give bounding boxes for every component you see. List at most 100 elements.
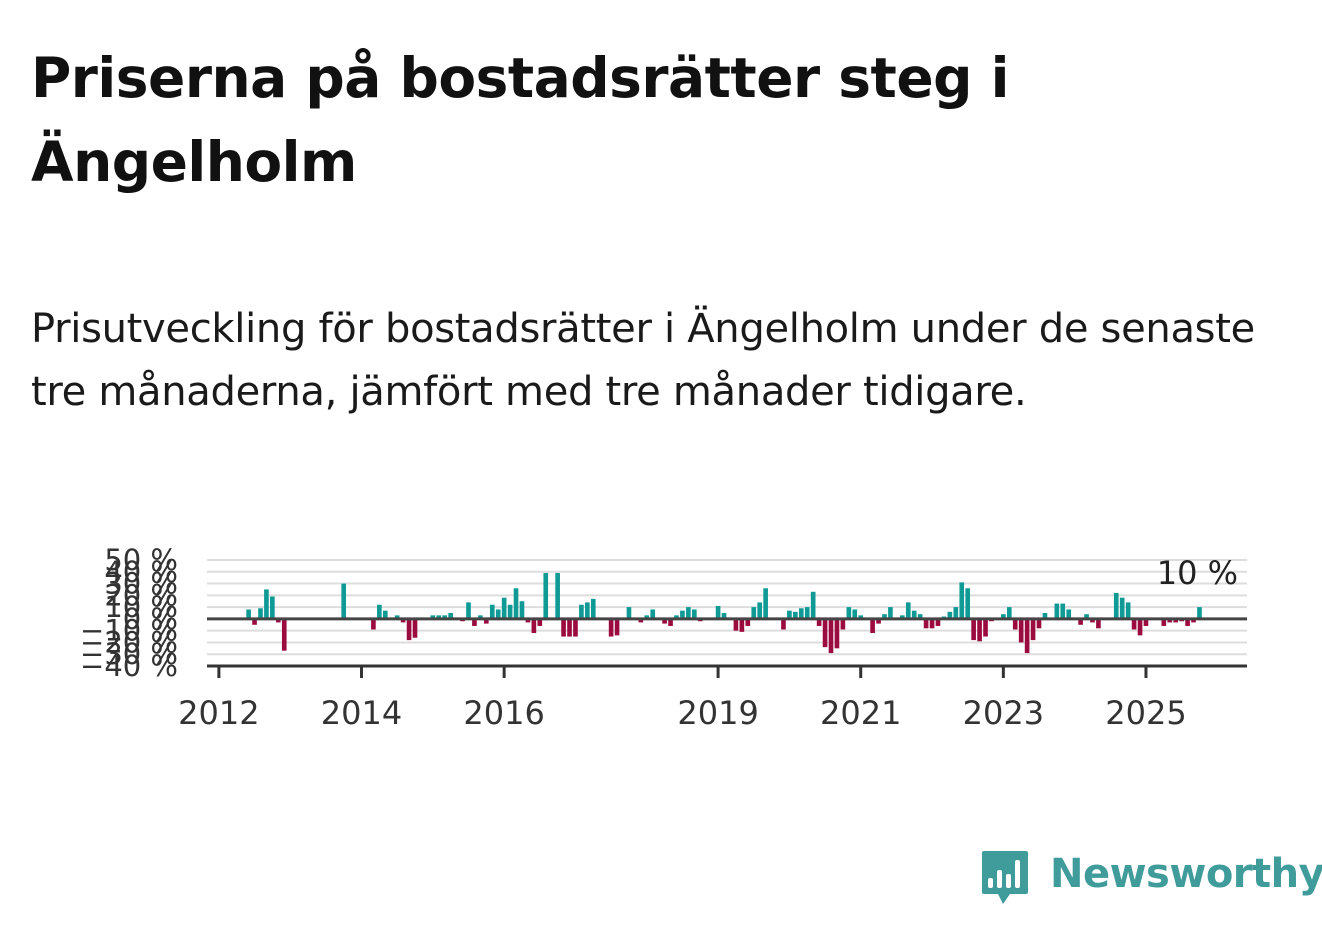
x-axis: 2012 2014 2016 2019 2021 2023 2025: [178, 664, 1247, 730]
bar: [1001, 614, 1006, 619]
bar: [662, 618, 667, 624]
price-change-bar-chart: 50 %40 %30 %20 %10 %0 %−10 %−20 %−30 %−4…: [80, 543, 1247, 730]
bar: [757, 602, 763, 619]
bar: [341, 583, 347, 619]
x-tick-label: 2021: [820, 694, 901, 730]
bar: [281, 618, 287, 651]
bar: [971, 618, 976, 641]
bar: [816, 618, 822, 626]
bar: [1066, 609, 1072, 619]
y-tick-label: 40 %: [104, 555, 178, 589]
y-tick-label: 30 %: [104, 567, 178, 601]
bar: [965, 588, 971, 619]
bar: [406, 618, 412, 641]
bar: [537, 618, 543, 626]
y-tick-label: −20 %: [80, 625, 178, 659]
bar: [745, 618, 751, 626]
bar: [1096, 618, 1101, 629]
bar: [828, 618, 834, 654]
bar: [484, 618, 489, 624]
bar: [715, 605, 721, 619]
bar: [1012, 618, 1018, 630]
bar: [680, 610, 685, 619]
bar: [721, 613, 727, 619]
bar: [852, 609, 858, 619]
bar: [917, 614, 923, 619]
bar: [686, 607, 691, 619]
bar: [1024, 618, 1030, 654]
bar: [1131, 618, 1137, 630]
bar: [579, 604, 584, 619]
bar: [567, 618, 572, 637]
last-value-label: 10 %: [1157, 554, 1238, 592]
bar: [900, 615, 905, 619]
bar: [531, 618, 537, 634]
bar: [573, 618, 578, 637]
bar: [1197, 607, 1202, 619]
bar: [953, 607, 959, 619]
x-tick-label: 2016: [463, 694, 544, 730]
bar: [923, 618, 929, 629]
bar: [882, 614, 887, 619]
bar: [781, 618, 786, 630]
bar: [798, 608, 804, 619]
bar: [787, 610, 792, 619]
x-tick-label: 2023: [963, 694, 1044, 730]
last-value-annotation: 10 %: [1157, 554, 1238, 592]
bar: [911, 610, 917, 619]
chart-title: Priserna på bostadsrätter steg i Ängelho…: [31, 46, 1010, 194]
y-tick-label: 0 %: [123, 602, 178, 636]
bar: [644, 615, 650, 619]
bar: [1054, 603, 1060, 619]
bar: [739, 618, 745, 632]
bar: [1137, 618, 1143, 636]
bar: [692, 609, 697, 619]
bar: [371, 618, 376, 630]
bar: [472, 618, 477, 626]
bar: [585, 602, 590, 619]
bar: [507, 604, 513, 619]
newsworthy-logo: Newsworthy: [980, 848, 1322, 910]
x-tick-label: 2012: [178, 694, 259, 730]
bar: [1113, 592, 1119, 619]
bar: [888, 607, 893, 619]
bar: [448, 613, 453, 619]
bar: [382, 610, 388, 619]
bar: [858, 615, 864, 619]
bar: [1036, 618, 1042, 629]
brand-name: Newsworthy: [1050, 851, 1322, 897]
chart-subtitle: Prisutveckling för bostadsrätter i Ängel…: [31, 306, 1255, 415]
bar: [1018, 618, 1024, 643]
bar: [804, 607, 810, 619]
bar: [400, 618, 406, 623]
bar: [489, 604, 495, 619]
bar: [442, 615, 448, 619]
bars: [246, 572, 1202, 654]
bar: [674, 615, 679, 619]
bar: [822, 618, 828, 648]
bar: [614, 618, 620, 636]
bar: [270, 596, 275, 619]
bar: [561, 618, 566, 637]
bar: [466, 602, 471, 619]
bar: [1191, 618, 1196, 623]
bar: [543, 572, 549, 619]
bar: [264, 589, 269, 619]
bar: [733, 618, 739, 631]
bar: [1167, 618, 1173, 623]
bar: [394, 615, 400, 619]
bar: [513, 588, 519, 619]
bar: [947, 611, 953, 619]
bar: [638, 618, 644, 623]
bar: [763, 588, 768, 619]
bar: [501, 597, 507, 619]
bar: [1006, 607, 1012, 619]
bar: [793, 611, 798, 619]
bar: [834, 618, 840, 649]
bar: [430, 615, 436, 619]
bar: [846, 607, 852, 619]
gridlines: [207, 559, 1247, 667]
y-tick-label: 10 %: [104, 590, 178, 624]
bar: [1161, 618, 1167, 626]
y-tick-label: 50 %: [104, 543, 178, 577]
